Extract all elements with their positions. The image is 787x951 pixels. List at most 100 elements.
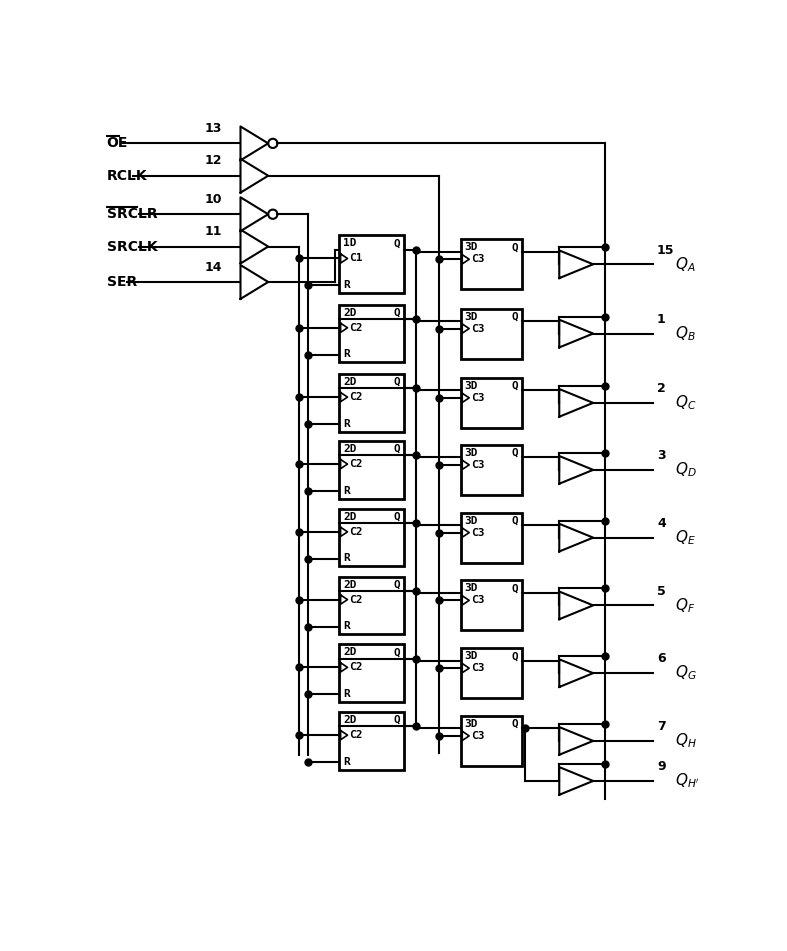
Text: C3: C3 (471, 595, 484, 606)
Text: $Q_{A}$: $Q_{A}$ (674, 255, 695, 274)
Text: Q: Q (394, 648, 401, 657)
Text: C3: C3 (471, 323, 484, 334)
Bar (339, 374, 405, 432)
Text: 3D: 3D (464, 312, 478, 321)
Text: OE: OE (106, 136, 127, 150)
Text: SRCLR: SRCLR (106, 207, 157, 222)
Text: 3D: 3D (464, 583, 478, 593)
Bar (339, 236, 405, 293)
Text: Q: Q (512, 515, 519, 526)
Text: R: R (343, 553, 349, 563)
Bar (339, 644, 405, 702)
Text: Q: Q (512, 448, 519, 458)
Text: 2D: 2D (343, 378, 357, 387)
Text: 1: 1 (657, 313, 666, 326)
Text: 2: 2 (657, 382, 666, 396)
Text: SRCLK: SRCLK (106, 240, 157, 254)
Text: C2: C2 (349, 459, 363, 469)
Text: C2: C2 (349, 662, 363, 672)
Text: C1: C1 (349, 254, 363, 263)
Text: 12: 12 (205, 154, 222, 167)
Text: $Q_{F}$: $Q_{F}$ (674, 596, 695, 614)
Bar (339, 441, 405, 498)
Bar (460, 580, 523, 631)
Text: C3: C3 (471, 393, 484, 403)
Text: C2: C2 (349, 730, 363, 740)
Bar (460, 649, 523, 698)
Text: R: R (343, 349, 349, 359)
Text: RCLK: RCLK (106, 168, 147, 183)
Text: C3: C3 (471, 663, 484, 673)
Text: 3D: 3D (464, 448, 478, 458)
Text: Q: Q (512, 381, 519, 391)
Text: 2D: 2D (343, 579, 357, 590)
Text: C2: C2 (349, 392, 363, 402)
Text: R: R (343, 757, 349, 767)
Text: 14: 14 (205, 261, 222, 274)
Text: 13: 13 (205, 122, 222, 135)
Text: $Q_{G}$: $Q_{G}$ (674, 664, 696, 683)
Text: Q: Q (512, 651, 519, 661)
Text: $Q_{B}$: $Q_{B}$ (674, 324, 696, 343)
Text: C3: C3 (471, 460, 484, 470)
Text: C2: C2 (349, 527, 363, 537)
Text: Q: Q (394, 715, 401, 725)
Text: 3: 3 (657, 449, 666, 462)
Text: $Q_{E}$: $Q_{E}$ (674, 528, 696, 547)
Text: R: R (343, 418, 349, 429)
Bar (339, 304, 405, 362)
Text: Q: Q (512, 312, 519, 321)
Text: 10: 10 (205, 193, 222, 205)
Text: Q: Q (394, 579, 401, 590)
Text: Q: Q (394, 444, 401, 454)
Text: R: R (343, 280, 349, 290)
Text: 11: 11 (205, 225, 222, 238)
Text: Q: Q (394, 512, 401, 522)
Text: 2D: 2D (343, 308, 357, 318)
Text: 9: 9 (657, 760, 666, 773)
Bar (339, 712, 405, 769)
Text: C2: C2 (349, 594, 363, 605)
Text: 2D: 2D (343, 648, 357, 657)
Bar (460, 240, 523, 289)
Text: $Q_{D}$: $Q_{D}$ (674, 460, 696, 479)
Text: 7: 7 (657, 720, 666, 733)
Text: 3D: 3D (464, 719, 478, 729)
Text: 3D: 3D (464, 243, 478, 252)
Text: R: R (343, 689, 349, 699)
Text: C3: C3 (471, 528, 484, 537)
Text: 2D: 2D (343, 444, 357, 454)
Text: 2D: 2D (343, 512, 357, 522)
Text: $Q_{H'}$: $Q_{H'}$ (674, 771, 700, 790)
Bar (460, 513, 523, 563)
Text: 1D: 1D (343, 239, 357, 248)
Text: $Q_{H}$: $Q_{H}$ (674, 731, 696, 750)
Bar (460, 445, 523, 495)
Text: 4: 4 (657, 517, 666, 530)
Text: Q: Q (394, 239, 401, 248)
Bar (339, 509, 405, 567)
Text: Q: Q (512, 243, 519, 252)
Text: Q: Q (394, 378, 401, 387)
Text: R: R (343, 486, 349, 495)
Bar (460, 716, 523, 766)
Text: Q: Q (512, 583, 519, 593)
Text: R: R (343, 621, 349, 631)
Text: C3: C3 (471, 254, 484, 264)
Bar (460, 378, 523, 428)
Text: 15: 15 (657, 243, 674, 257)
Text: C3: C3 (471, 731, 484, 741)
Text: 3D: 3D (464, 515, 478, 526)
Text: Q: Q (394, 308, 401, 318)
Text: 6: 6 (657, 652, 666, 666)
Text: 3D: 3D (464, 651, 478, 661)
Text: $Q_{C}$: $Q_{C}$ (674, 394, 696, 412)
Text: 5: 5 (657, 585, 666, 597)
Bar (460, 308, 523, 359)
Text: 3D: 3D (464, 381, 478, 391)
Text: C2: C2 (349, 322, 363, 333)
Text: 2D: 2D (343, 715, 357, 725)
Text: Q: Q (512, 719, 519, 729)
Bar (339, 576, 405, 634)
Text: SER: SER (106, 275, 137, 289)
